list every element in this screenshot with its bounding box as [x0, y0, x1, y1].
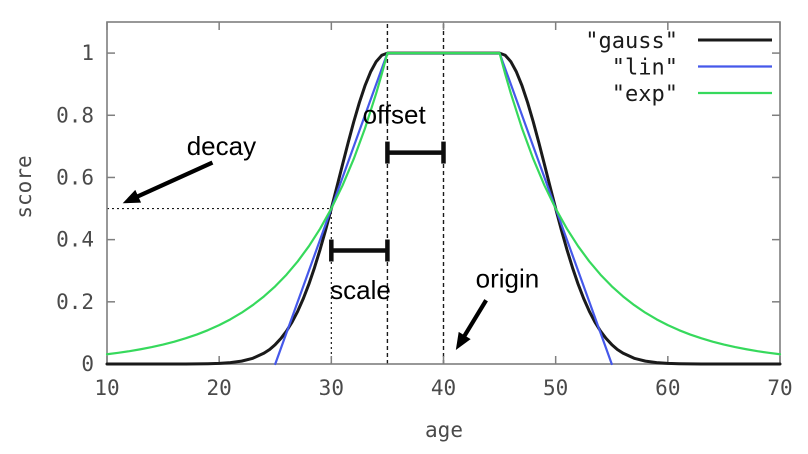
y-tick-label: 0: [81, 352, 94, 376]
guide-lines: [107, 22, 445, 364]
legend-label-exp: "exp": [612, 82, 678, 107]
legend: "gauss""lin""exp": [585, 29, 772, 107]
origin-arrow-shaft: [461, 299, 488, 340]
offset-label: offset: [363, 100, 427, 130]
y-tick-label: 0.2: [56, 290, 94, 314]
series-line-exp: [105, 51, 782, 356]
origin-label: origin: [476, 264, 540, 294]
x-tick-label: 10: [94, 376, 119, 400]
x-tick-label: 70: [767, 376, 792, 400]
y-tick-label: 0.4: [56, 228, 94, 252]
y-tick-label: 1: [81, 41, 94, 65]
decay-arrow-shaft: [134, 160, 214, 200]
x-tick-label: 60: [655, 376, 680, 400]
y-tick-label: 0.8: [56, 103, 94, 127]
x-axis-title: age: [425, 418, 463, 442]
x-tick-label: 40: [431, 376, 456, 400]
y-axis-title: score: [12, 155, 36, 219]
x-tick-label: 50: [543, 376, 568, 400]
origin-arrow-head: [455, 331, 471, 351]
decay-arrow-head: [122, 189, 142, 204]
scale-label: scale: [330, 275, 391, 305]
tick-labels: 10 20 30 40 50 60 70 0 0.2 0.4 0.6 0.8 1: [56, 41, 793, 400]
y-tick-label: 0.6: [56, 165, 94, 189]
decay-label: decay: [187, 131, 256, 161]
annotations: scale offset decay origin: [122, 100, 540, 351]
x-tick-label: 20: [207, 376, 232, 400]
series-lines: [105, 51, 782, 366]
x-tick-label: 30: [319, 376, 344, 400]
legend-label-gauss: "gauss": [585, 29, 678, 54]
legend-label-lin: "lin": [612, 56, 678, 81]
